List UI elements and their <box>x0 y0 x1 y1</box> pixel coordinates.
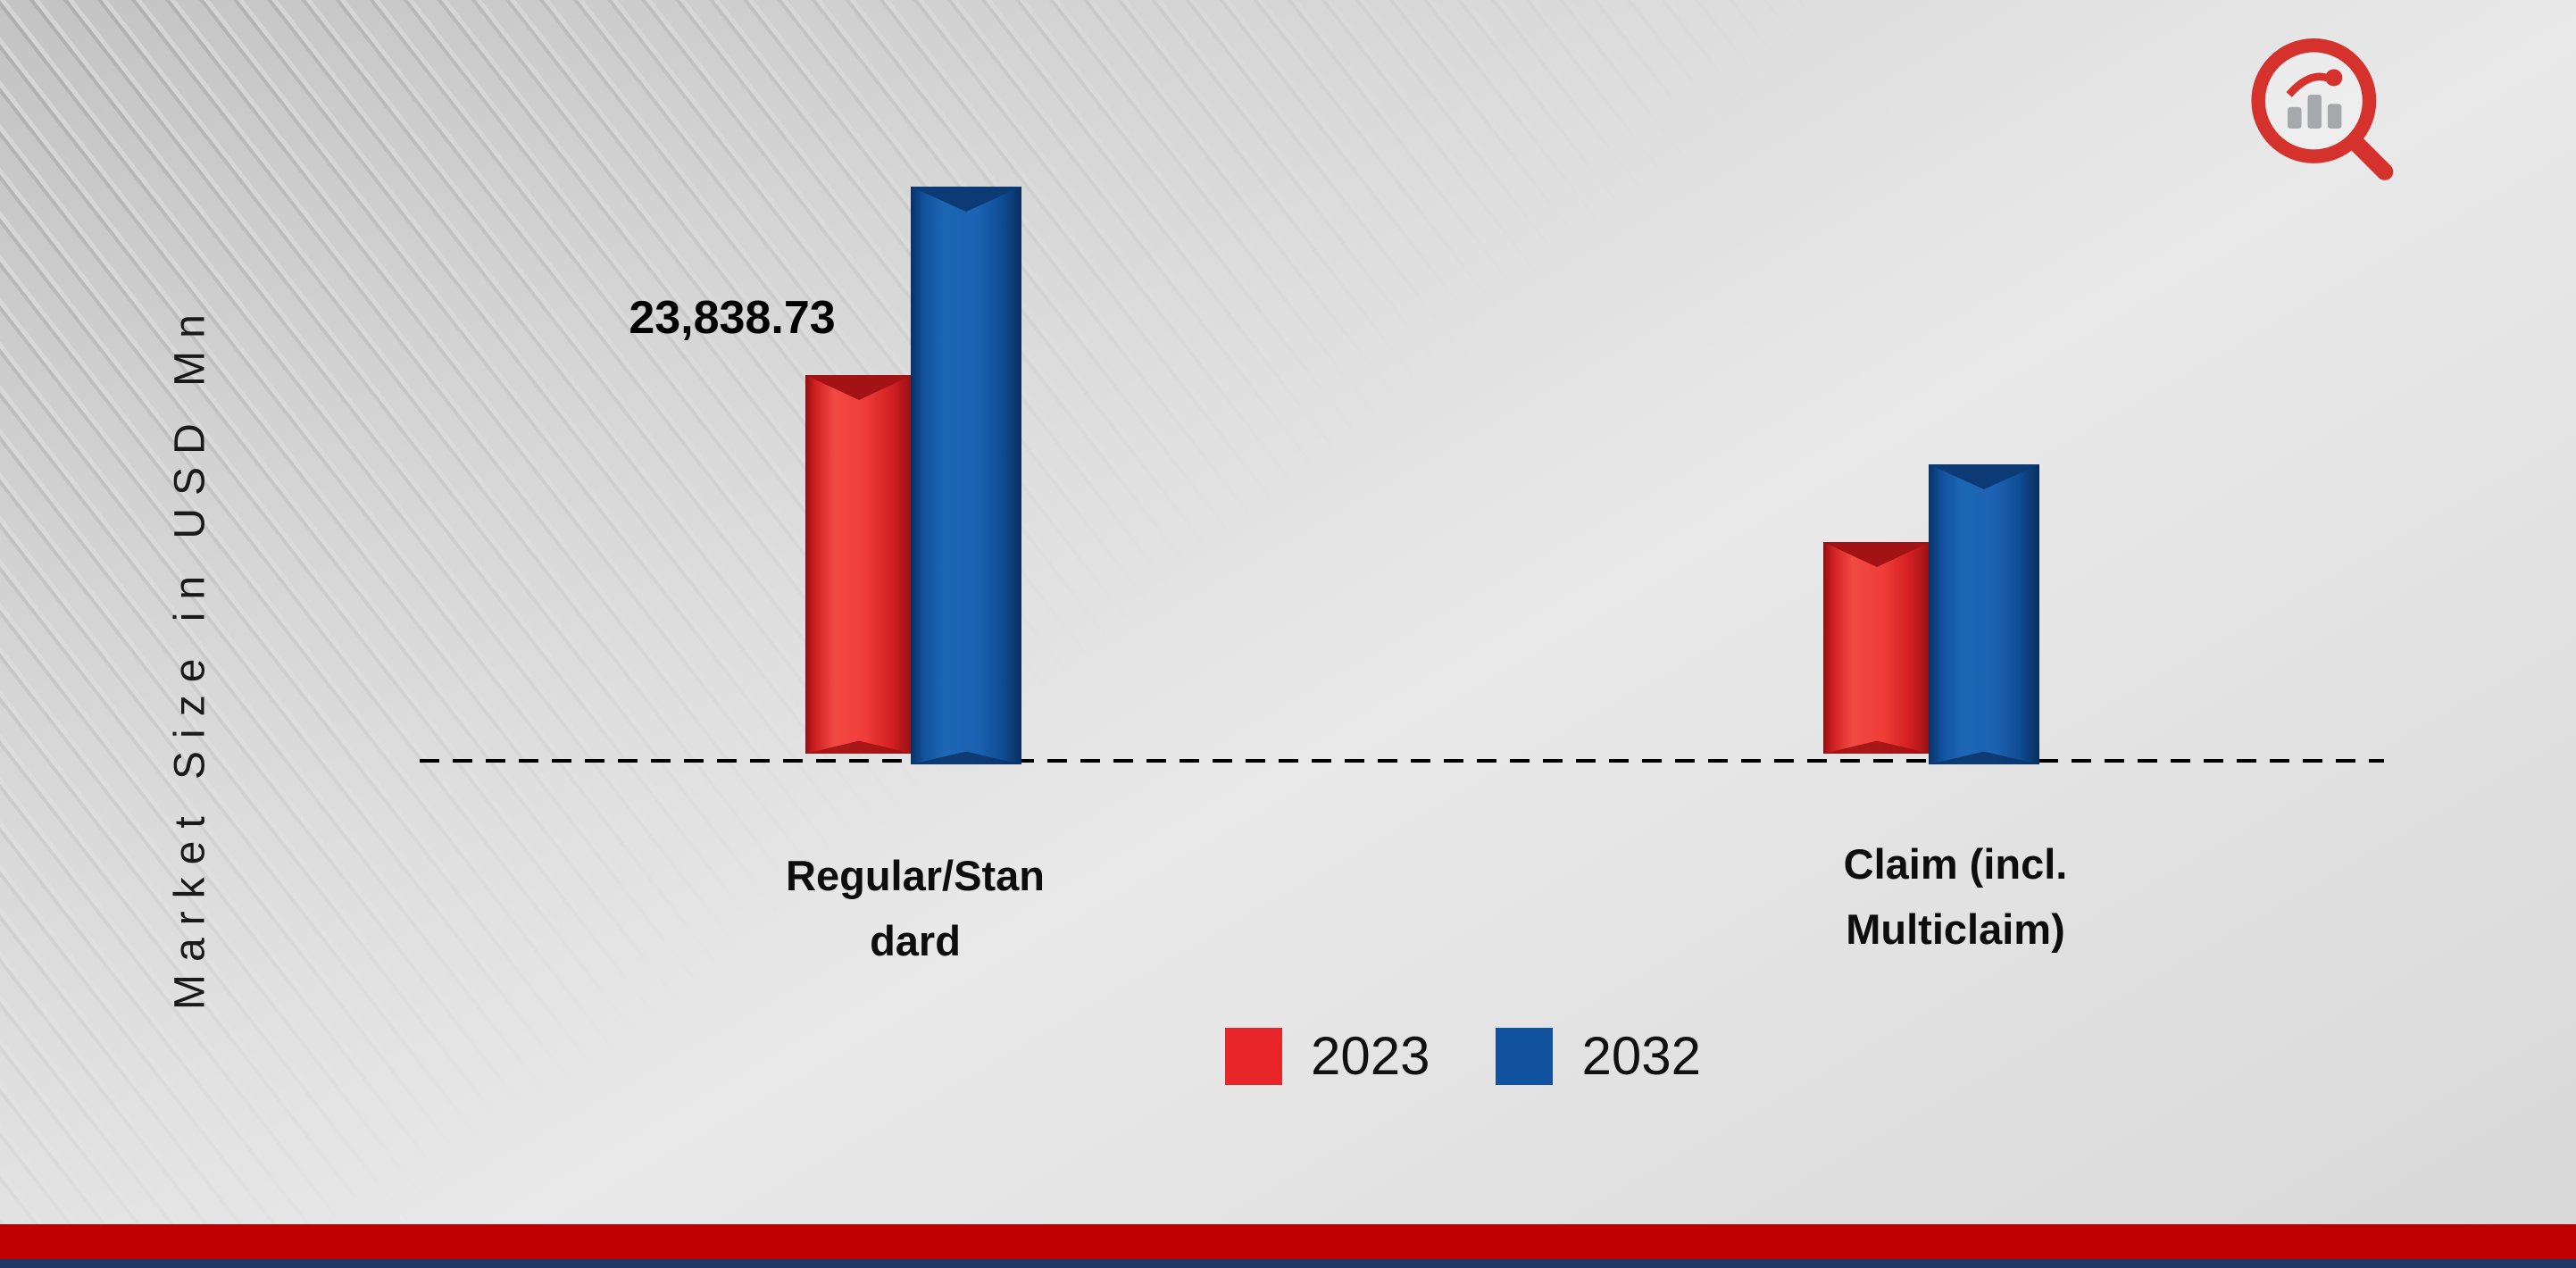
category-label-line: Multiclaim) <box>1846 905 2065 953</box>
data-label-regular-2023: 23,838.73 <box>629 292 836 344</box>
category-label-line: dard <box>870 916 961 964</box>
bar-2023-regular-standard <box>805 375 913 754</box>
bar-2032-claim-incl-multiclaim- <box>1929 464 2039 764</box>
category-label-regular-standard: Regular/Stan dard <box>638 844 1192 974</box>
legend-swatch <box>1225 1027 1282 1085</box>
category-label-line: Claim (incl. <box>1843 840 2068 888</box>
legend-swatch <box>1496 1027 1554 1085</box>
bar-2023-claim-incl-multiclaim- <box>1823 542 1930 754</box>
bar-chart-magnifier-logo-icon <box>2228 27 2415 196</box>
legend: 2023 2032 <box>1225 1025 1701 1087</box>
legend-item-2023: 2023 <box>1225 1025 1430 1087</box>
legend-item-2032: 2032 <box>1496 1025 1701 1087</box>
category-label-line: Regular/Stan <box>786 852 1045 899</box>
legend-label-2032: 2032 <box>1581 1026 1701 1086</box>
category-label-claim-multiclaim: Claim (incl. Multiclaim) <box>1679 832 2232 963</box>
x-axis-baseline <box>420 759 2384 763</box>
footer-navy-stripe <box>0 1259 2576 1268</box>
bar-2032-regular-standard <box>911 187 1021 764</box>
footer-red-stripe <box>0 1224 2576 1259</box>
legend-label-2023: 2023 <box>1311 1026 1430 1086</box>
